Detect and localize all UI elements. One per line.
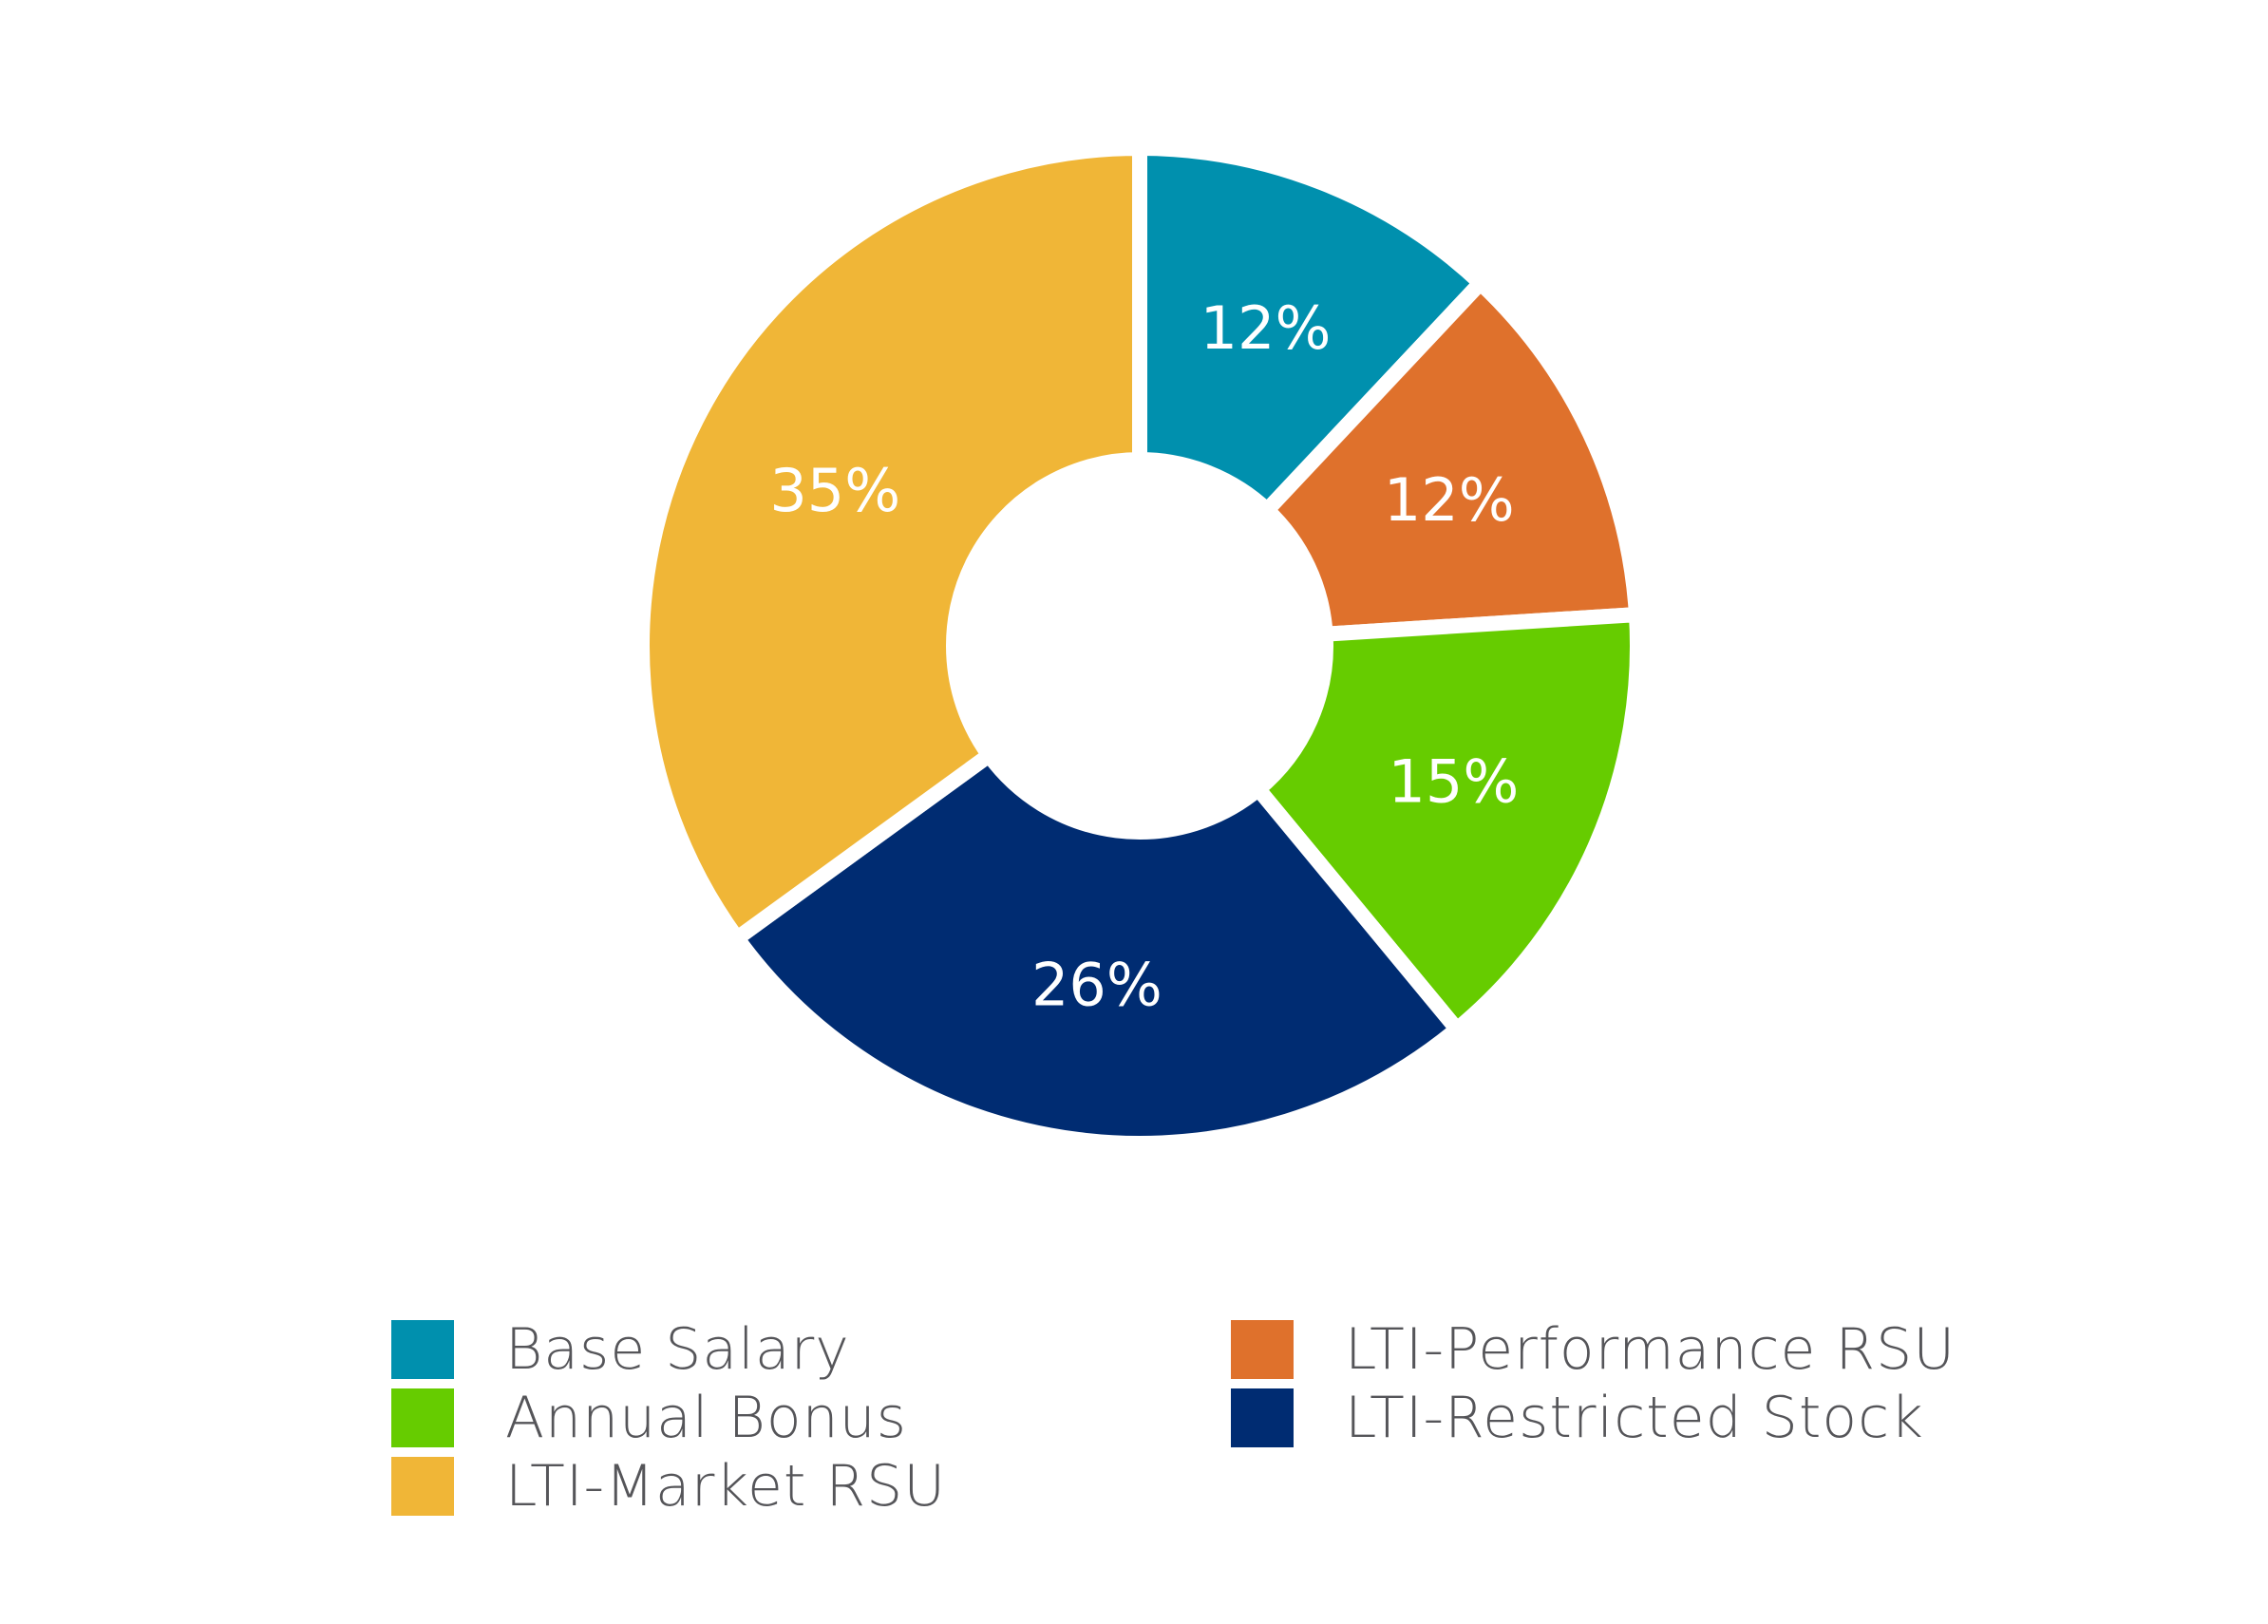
slice-label-lti-performance-rsu: 12% — [1384, 465, 1515, 535]
slice-lti-restricted-stock — [726, 745, 1468, 1151]
slice-label-base-salary: 12% — [1200, 293, 1332, 363]
slice-label-lti-market-rsu: 35% — [769, 456, 900, 525]
slice-label-annual-bonus: 15% — [1388, 746, 1519, 816]
slice-lti-market-rsu — [634, 140, 1147, 950]
slice-base-salary — [1132, 140, 1492, 521]
slice-label-lti-restricted-stock: 26% — [1031, 951, 1162, 1020]
slice-lti-performance-rsu — [1256, 272, 1645, 643]
slice-annual-bonus — [1247, 606, 1645, 1041]
